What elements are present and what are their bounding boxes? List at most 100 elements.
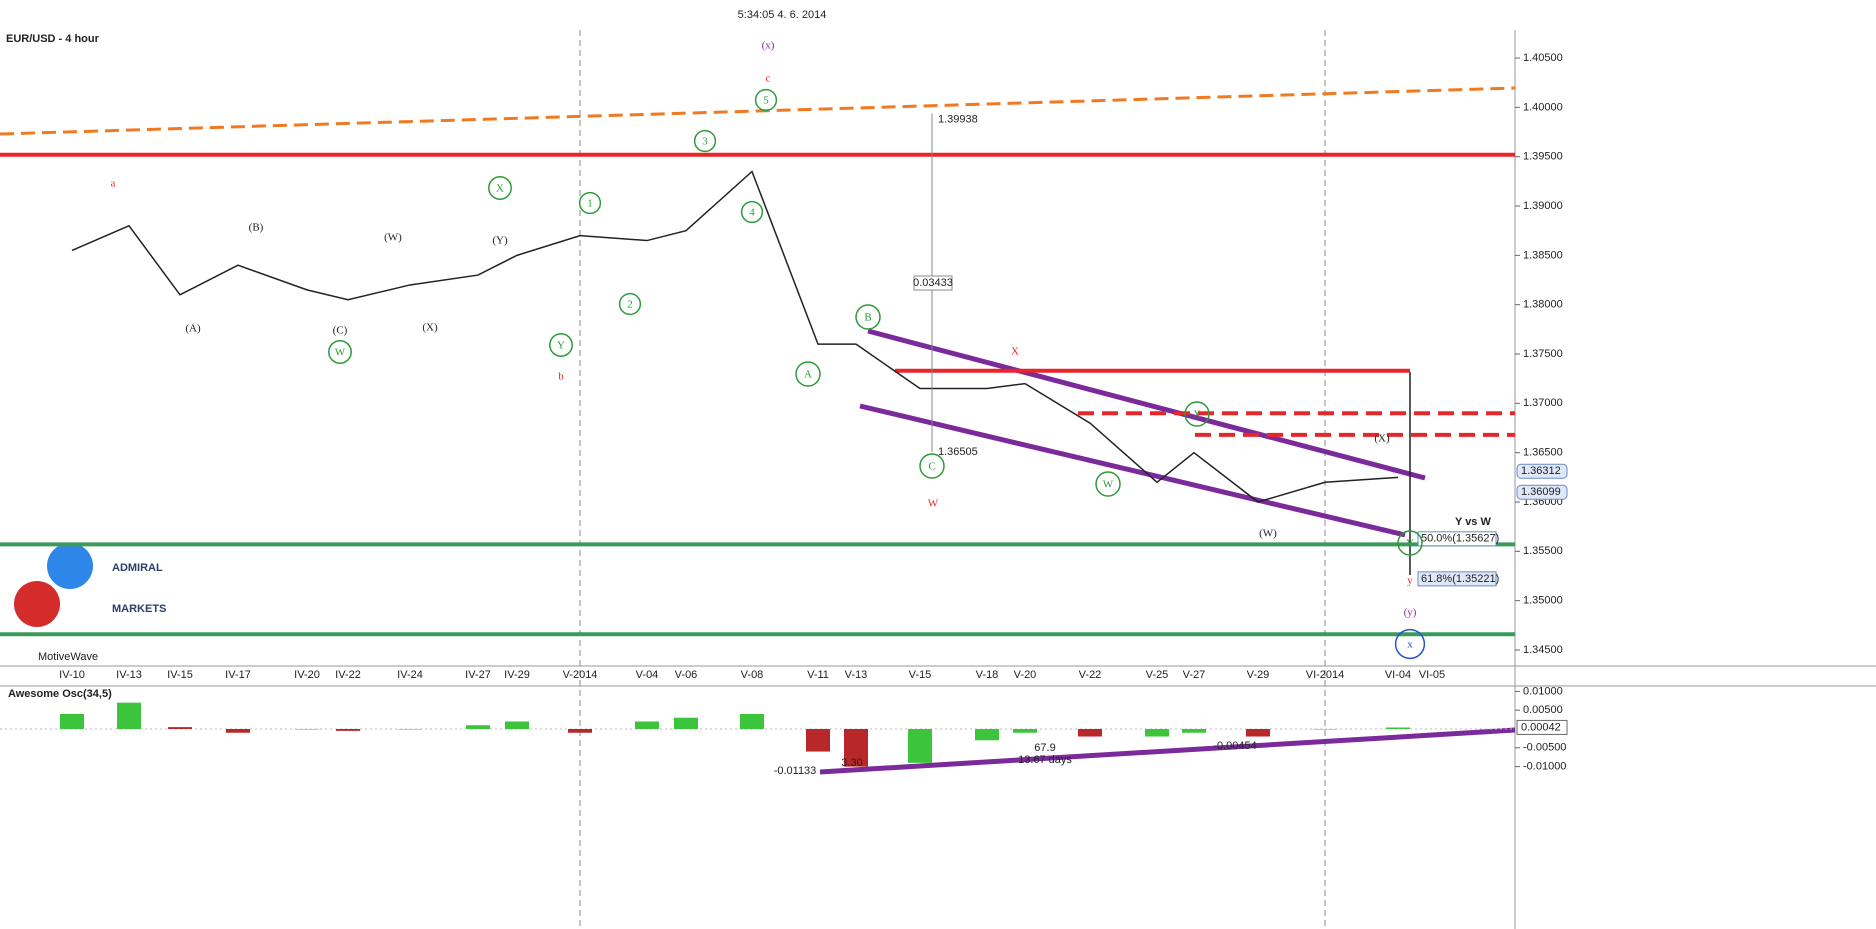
wave-label: (X) xyxy=(422,322,438,334)
osc-bar xyxy=(466,725,490,729)
osc-bar xyxy=(635,721,659,729)
wave-label: b xyxy=(558,371,564,383)
measure-label: 1.39938 xyxy=(938,113,978,125)
x-tick-label: IV-20 xyxy=(294,669,320,681)
price-tag-label: 1.36099 xyxy=(1521,486,1561,498)
wave-label: (A) xyxy=(185,323,201,335)
measure-diff: 0.03433 xyxy=(913,277,953,289)
osc-bar xyxy=(60,713,84,729)
osc-bar xyxy=(806,728,830,752)
y-tick-label: 1.38000 xyxy=(1523,299,1563,311)
x-tick-label: VI-04 xyxy=(1385,669,1411,681)
x-tick-label: IV-10 xyxy=(59,669,85,681)
x-tick-label: V-20 xyxy=(1014,669,1037,681)
x-tick-label: V-08 xyxy=(741,669,764,681)
wave-label: Y xyxy=(1406,538,1414,550)
wave-circle xyxy=(1184,401,1210,427)
wave-label: 3 xyxy=(702,136,708,148)
x-tick-label: V-22 xyxy=(1079,669,1102,681)
wave-label: c xyxy=(766,73,771,85)
y-tick-label: 1.39500 xyxy=(1523,151,1563,163)
osc-note: -0.01133 xyxy=(774,765,817,777)
x-tick-label: V-25 xyxy=(1146,669,1169,681)
x-tick-label: IV-22 xyxy=(335,669,361,681)
osc-bar xyxy=(505,721,529,729)
y-tick-label: 1.36500 xyxy=(1523,447,1563,459)
wave-circle xyxy=(693,129,717,153)
current-label: 0.00042 xyxy=(1521,721,1561,733)
x-tick-label: V-11 xyxy=(807,669,829,681)
wave-label: (C) xyxy=(333,325,348,337)
osc-trend-line xyxy=(819,727,1516,775)
timestamp: 5:34:05 4. 6. 2014 xyxy=(738,9,827,21)
fib-box xyxy=(1417,571,1497,587)
x-tick-label: V-27 xyxy=(1183,669,1206,681)
osc-note: 3.30 xyxy=(841,757,862,769)
osc-note: 67.9 xyxy=(1034,742,1055,754)
wave-label: x xyxy=(1407,639,1413,651)
osc-bar xyxy=(568,728,592,733)
price-tag xyxy=(1516,484,1568,500)
wave-circle xyxy=(1394,628,1426,660)
price-tag xyxy=(1516,463,1568,479)
y-tick-label: 1.40500 xyxy=(1523,52,1563,64)
logo-text: ADMIRAL xyxy=(112,562,163,574)
x-tick-label: IV-27 xyxy=(465,669,491,681)
wave-label: (x) xyxy=(762,40,775,52)
wave-label: X xyxy=(1011,346,1019,358)
wave-label: 4 xyxy=(749,207,755,219)
x-tick-label: IV-15 xyxy=(167,669,193,681)
osc-bar xyxy=(1078,728,1102,737)
osc-bar xyxy=(1246,728,1270,737)
fib-label: 50.0%(1.35627) xyxy=(1421,533,1499,545)
x-tick-label: V-29 xyxy=(1247,669,1270,681)
osc-bar xyxy=(117,702,141,729)
wave-label: X xyxy=(1193,409,1201,421)
channel-line xyxy=(859,403,1406,538)
osc-note: 13.67 days xyxy=(1018,754,1072,766)
chart-title: EUR/USD - 4 hour xyxy=(6,33,100,45)
wave-label: (Y) xyxy=(492,235,508,247)
fib-label: 61.8%(1.35221) xyxy=(1421,573,1499,585)
y-tick-label: -0.01000 xyxy=(1523,761,1566,773)
wave-circle xyxy=(855,304,881,330)
y-tick-label: 1.39000 xyxy=(1523,200,1563,212)
price-tag-label: 1.36312 xyxy=(1521,465,1561,477)
wave-label: C xyxy=(928,461,935,473)
x-tick-label: V-18 xyxy=(976,669,999,681)
fib-box xyxy=(1417,531,1497,547)
wave-label: W xyxy=(335,347,346,359)
wave-label: Y xyxy=(557,340,565,352)
osc-bar xyxy=(336,728,360,731)
osc-bar xyxy=(1182,728,1206,733)
price-line xyxy=(71,170,1399,503)
wave-label: (W) xyxy=(1259,528,1277,540)
wave-label: W xyxy=(928,498,939,510)
wave-label: 5 xyxy=(763,95,769,107)
y-tick-label: 1.35500 xyxy=(1523,545,1563,557)
y-tick-label: 1.35000 xyxy=(1523,595,1563,607)
wave-label: B xyxy=(864,312,871,324)
wave-circle xyxy=(488,176,512,200)
wave-circle xyxy=(740,200,764,224)
x-tick-label: VI-2014 xyxy=(1306,669,1345,681)
osc-bar xyxy=(168,727,192,729)
wave-label: W xyxy=(1103,479,1114,491)
x-tick-label: IV-29 xyxy=(504,669,530,681)
osc-bar xyxy=(674,717,698,729)
wave-label: y xyxy=(1407,575,1413,587)
logo-circle xyxy=(47,543,93,589)
wave-label: 1 xyxy=(587,198,593,210)
x-tick-label: IV-13 xyxy=(116,669,142,681)
wave-circle xyxy=(1095,471,1121,497)
wave-circle xyxy=(578,191,602,215)
wave-label: A xyxy=(804,369,812,381)
osc-note: -0.00454 xyxy=(1213,740,1256,752)
osc-bar xyxy=(975,728,999,741)
osc-bar xyxy=(1313,728,1337,730)
x-tick-label: V-06 xyxy=(675,669,698,681)
x-tick-label: V-15 xyxy=(909,669,932,681)
